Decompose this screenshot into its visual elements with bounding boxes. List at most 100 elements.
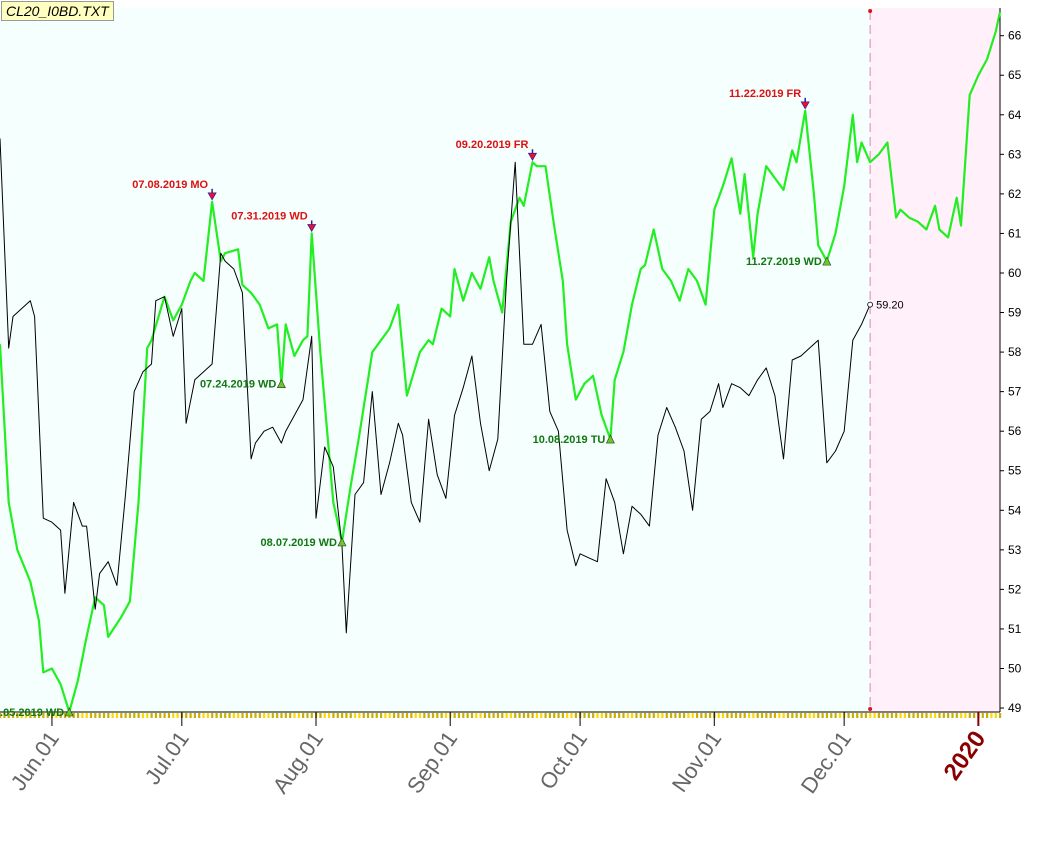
x-day-tick	[254, 713, 257, 718]
x-day-tick	[704, 713, 707, 718]
x-day-tick	[912, 713, 915, 718]
x-day-tick	[150, 713, 153, 718]
low-marker	[276, 379, 286, 389]
x-day-tick	[955, 713, 958, 718]
y-tick-label: 50	[1008, 661, 1022, 675]
x-day-tick	[457, 713, 461, 718]
x-day-tick	[986, 713, 989, 718]
x-day-tick	[496, 713, 500, 718]
x-day-tick	[488, 713, 491, 718]
x-day-tick	[20, 713, 23, 718]
x-day-tick	[59, 713, 62, 718]
x-day-tick	[635, 713, 638, 718]
x-day-tick	[332, 713, 335, 718]
x-day-tick	[102, 713, 106, 718]
x-day-tick	[444, 713, 448, 718]
x-day-tick	[211, 713, 214, 718]
x-day-tick	[544, 713, 547, 718]
x-day-tick	[942, 713, 945, 718]
x-day-tick	[479, 713, 482, 718]
x-day-tick	[85, 713, 88, 718]
x-day-tick	[159, 713, 162, 718]
x-day-tick	[185, 713, 188, 718]
low-label: 11.27.2019 WD	[746, 256, 822, 268]
high-marker	[800, 101, 810, 110]
x-day-tick	[353, 713, 357, 718]
low-label: 10.08.2019 TU	[533, 434, 606, 446]
x-day-tick	[947, 713, 950, 718]
x-day-tick	[890, 713, 893, 718]
x-day-tick	[661, 713, 664, 718]
x-day-tick	[925, 713, 928, 718]
future-boundary-dot-bottom	[868, 707, 873, 711]
x-day-tick	[81, 713, 84, 718]
x-day-tick	[903, 713, 906, 718]
x-day-tick	[94, 713, 97, 718]
x-day-tick	[652, 713, 655, 718]
y-tick-label: 51	[1008, 622, 1022, 636]
x-day-tick	[618, 713, 621, 718]
x-day-tick	[895, 713, 898, 718]
x-day-tick	[951, 713, 954, 718]
x-day-tick	[46, 713, 49, 718]
x-day-tick	[414, 713, 417, 718]
x-day-tick	[700, 713, 703, 718]
x-day-tick	[440, 713, 443, 718]
x-day-tick	[475, 713, 478, 718]
x-day-tick	[501, 713, 504, 718]
x-tick-label: Jun.01	[6, 727, 64, 795]
x-day-tick	[107, 713, 110, 718]
x-day-tick	[397, 713, 400, 718]
x-day-tick	[657, 713, 660, 718]
low-marker	[822, 256, 832, 266]
x-day-tick	[505, 713, 508, 718]
x-day-tick	[405, 713, 409, 718]
x-day-tick	[566, 713, 569, 718]
x-day-tick	[695, 713, 699, 718]
high-label: 09.20.2019 FR	[456, 139, 529, 151]
x-day-tick	[401, 713, 404, 718]
x-day-tick	[280, 713, 283, 718]
x-day-tick	[375, 713, 378, 718]
x-day-tick	[237, 713, 240, 718]
x-day-tick	[271, 713, 274, 718]
x-day-tick	[721, 713, 725, 718]
low-marker	[337, 537, 347, 547]
y-tick-label: 55	[1008, 464, 1022, 478]
x-day-tick	[470, 713, 474, 718]
future-boundary-dot-top	[868, 9, 873, 13]
x-day-tick	[3, 713, 6, 718]
x-day-tick	[340, 713, 344, 718]
x-day-tick	[193, 713, 197, 718]
x-day-tick	[462, 713, 465, 718]
x-day-tick	[42, 713, 45, 718]
x-day-tick	[648, 713, 651, 718]
x-day-tick	[743, 713, 746, 718]
y-tick-label: 56	[1008, 424, 1022, 438]
x-day-tick	[198, 713, 201, 718]
x-day-tick	[250, 713, 253, 718]
x-day-tick	[241, 713, 244, 718]
x-day-tick	[141, 713, 145, 718]
x-tick-label: 2020	[939, 726, 992, 785]
x-day-tick	[765, 713, 768, 718]
x-day-tick	[336, 713, 339, 718]
x-day-tick	[804, 713, 807, 718]
x-day-tick	[115, 713, 119, 718]
x-day-tick	[687, 713, 690, 718]
x-day-tick	[267, 713, 270, 718]
x-day-tick	[453, 713, 456, 718]
x-day-tick	[431, 713, 435, 718]
x-day-tick	[276, 713, 279, 718]
x-day-tick	[289, 713, 292, 718]
x-day-tick	[825, 713, 829, 718]
x-day-tick	[994, 713, 997, 718]
x-day-tick	[613, 713, 616, 718]
plot-background	[0, 8, 1000, 712]
x-day-tick	[639, 713, 642, 718]
y-tick-label: 49	[1008, 701, 1022, 715]
x-day-tick	[561, 713, 564, 718]
x-day-tick	[206, 713, 209, 718]
x-day-tick	[466, 713, 469, 718]
